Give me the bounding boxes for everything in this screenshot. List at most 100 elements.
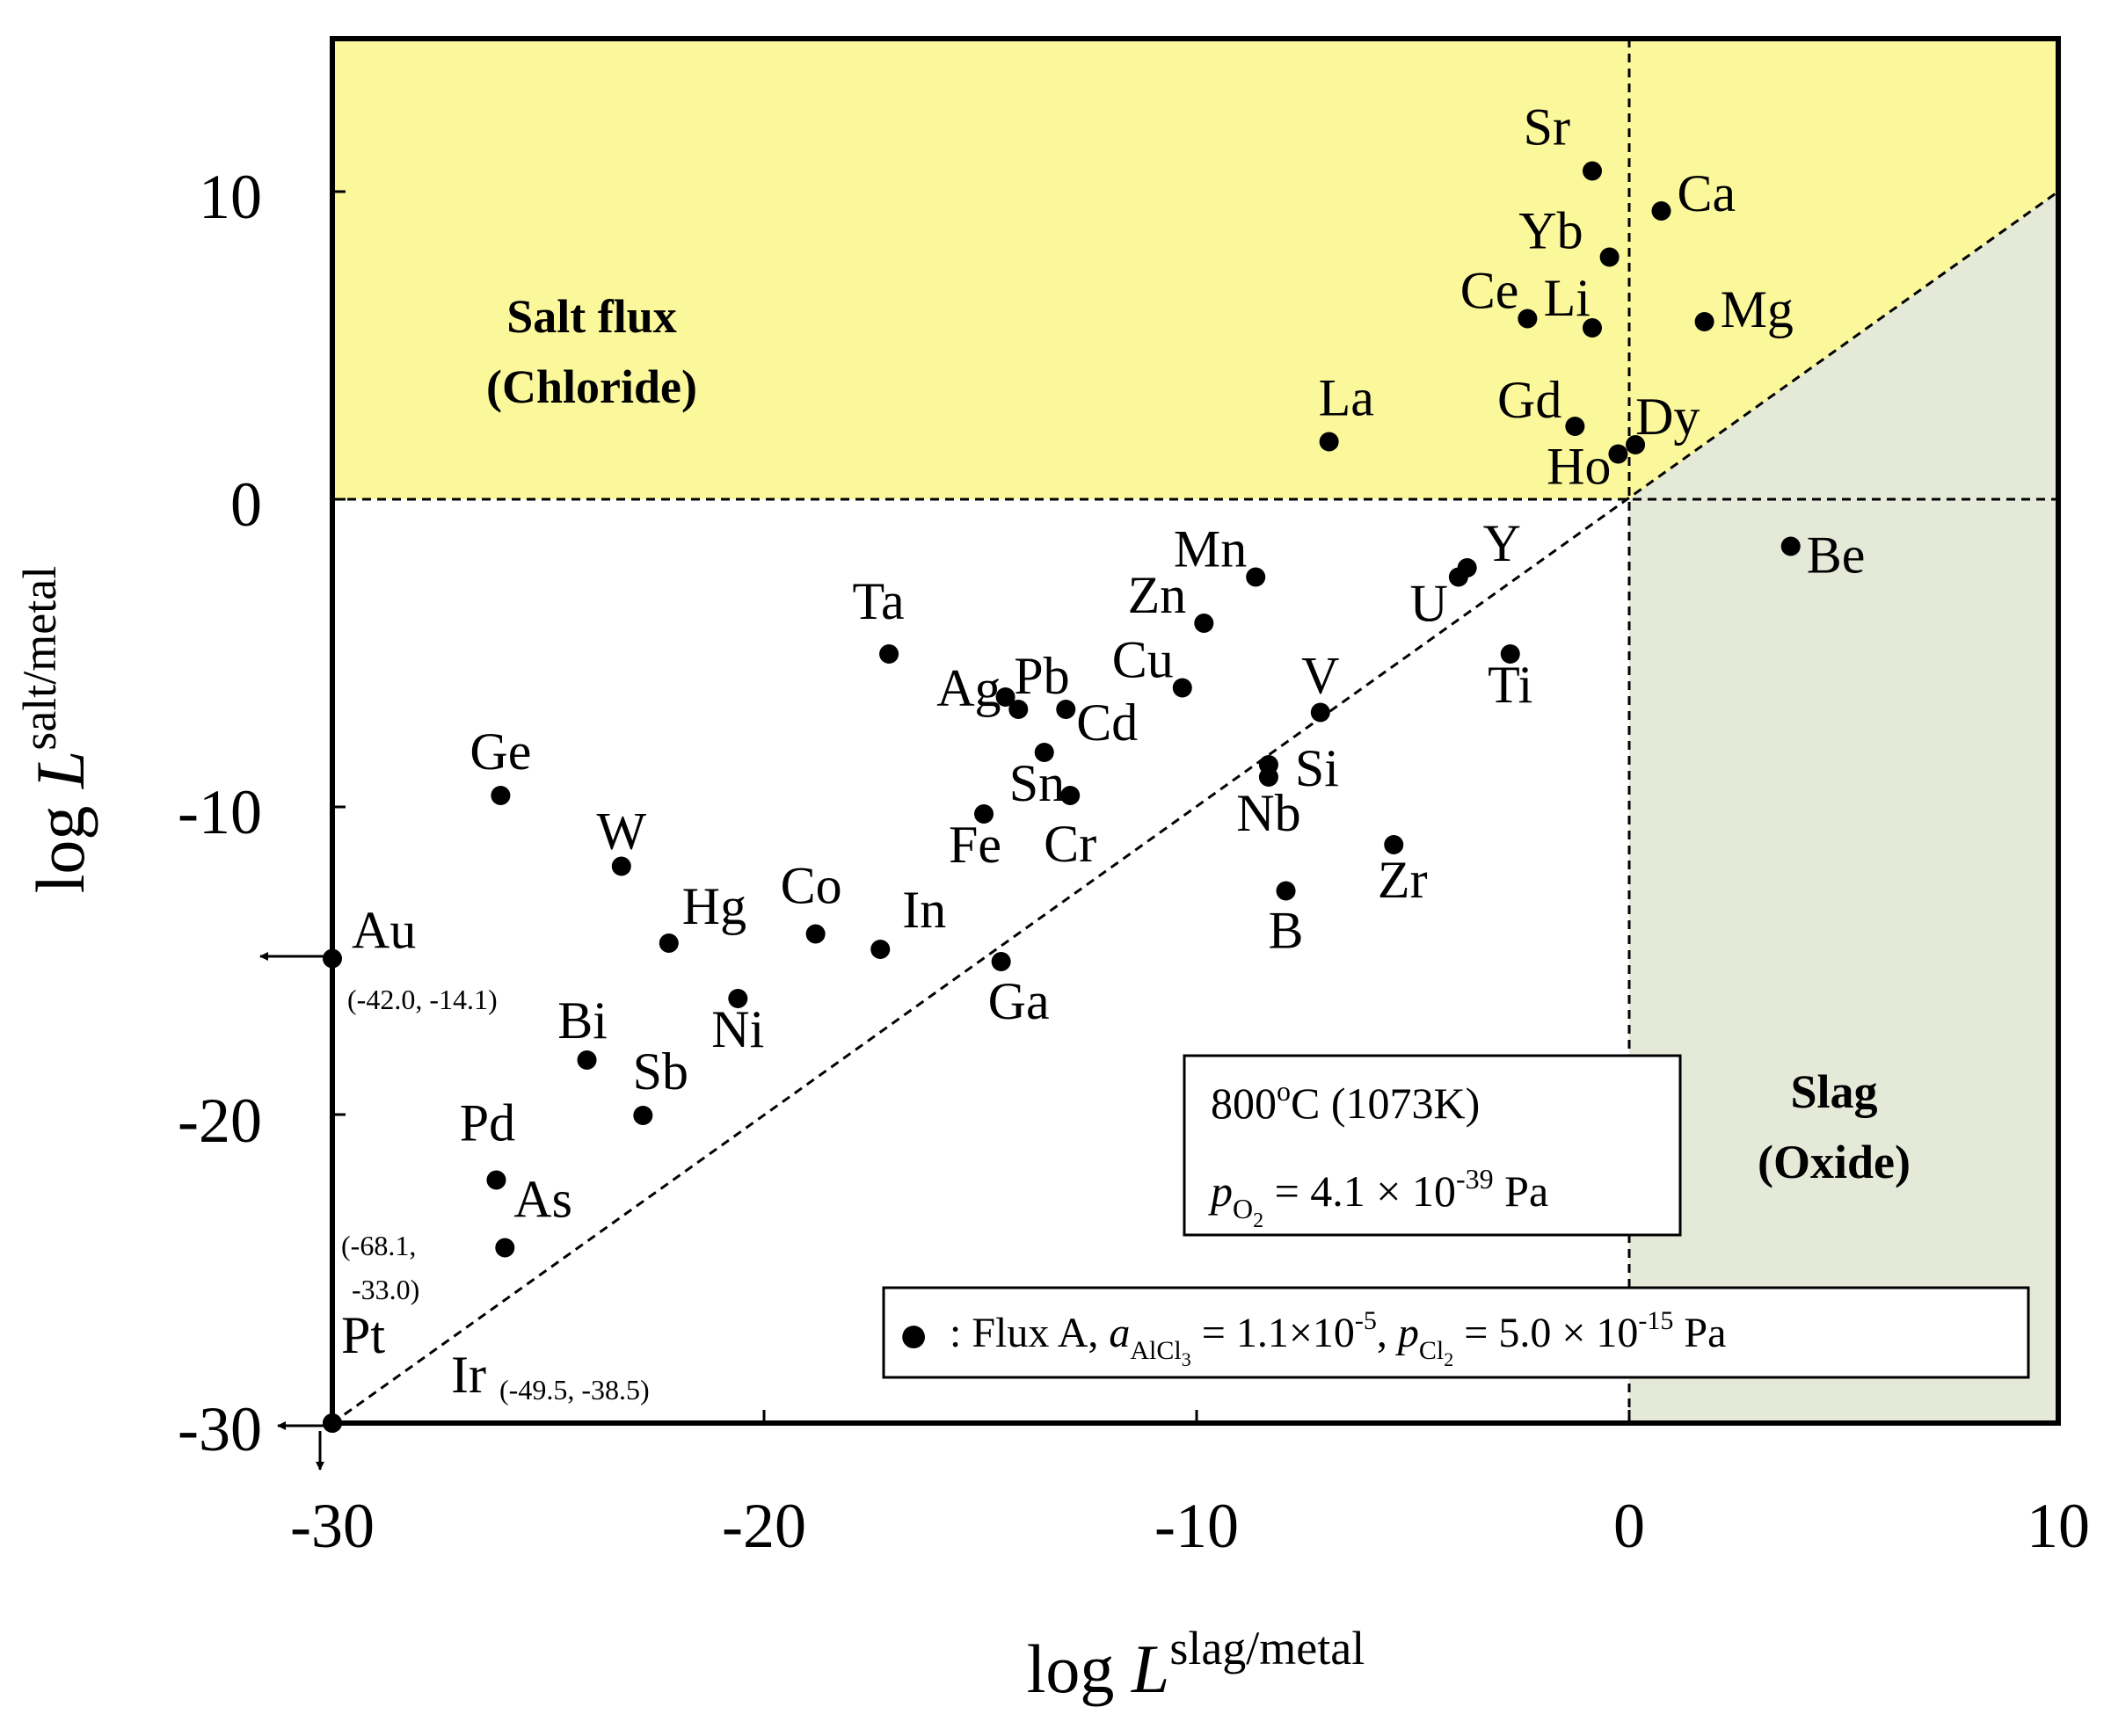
x-tick-label: -10 <box>1154 1491 1239 1561</box>
data-label-ta: Ta <box>853 572 905 630</box>
data-point-bi <box>577 1050 597 1070</box>
data-label-ga: Ga <box>988 972 1050 1030</box>
x-tick-label: 10 <box>2027 1491 2090 1561</box>
data-point-ta <box>879 644 899 664</box>
data-point-li <box>1582 318 1602 338</box>
data-point-cd <box>1056 700 1076 719</box>
data-label-cr: Cr <box>1044 815 1096 873</box>
data-label-ge: Ge <box>470 723 531 781</box>
data-point-dy <box>1626 435 1646 454</box>
data-point-cu <box>1172 678 1192 698</box>
data-label-la: La <box>1319 369 1374 427</box>
data-label-ir: Ir <box>451 1346 486 1404</box>
data-label-hg: Hg <box>682 877 746 935</box>
data-label-b: B <box>1269 902 1304 960</box>
slag-label: Slag <box>1790 1065 1877 1118</box>
data-point-sn <box>1034 743 1054 762</box>
data-point-au <box>323 948 342 969</box>
au-offscale-note: (-42.0, -14.1) <box>347 984 498 1015</box>
data-point-ir <box>323 1413 342 1433</box>
data-label-sr: Sr <box>1524 98 1570 156</box>
data-point-ce <box>1518 309 1538 329</box>
pt-offscale-note-line1: (-68.1, <box>341 1230 416 1261</box>
data-label-be: Be <box>1807 527 1866 585</box>
ir-offscale-note: (-49.5, -38.5) <box>499 1374 650 1406</box>
data-label-sb: Sb <box>633 1042 688 1100</box>
data-label-gd: Gd <box>1497 371 1561 429</box>
data-label-in: In <box>902 881 946 939</box>
x-tick-label: -20 <box>722 1491 806 1561</box>
data-point-sb <box>633 1106 653 1125</box>
data-label-ni: Ni <box>711 1000 764 1058</box>
y-tick-label: 10 <box>199 162 262 232</box>
x-tick-label: 0 <box>1613 1491 1645 1561</box>
x-axis-title: log Lslag/metal <box>1027 1622 1365 1707</box>
data-point-b <box>1276 881 1296 901</box>
legend-marker: ● <box>898 1305 929 1363</box>
data-point-zn <box>1194 614 1214 633</box>
data-point-zr <box>1384 835 1404 854</box>
x-tick-label: -30 <box>290 1491 375 1561</box>
data-point-cr <box>1060 786 1081 805</box>
data-label-ca: Ca <box>1678 164 1736 222</box>
data-point-co <box>805 924 826 944</box>
y-ticks <box>332 190 346 1425</box>
data-point-si <box>1258 767 1278 787</box>
y-tick-label: -30 <box>178 1394 262 1464</box>
data-point-la <box>1319 432 1339 452</box>
data-label-yb: Yb <box>1518 202 1583 260</box>
temperature-label: 800oC (1073K) <box>1211 1075 1480 1128</box>
data-point-gd <box>1565 417 1585 436</box>
data-label-fe: Fe <box>949 816 1001 874</box>
salt-flux-label: Salt flux <box>506 290 677 343</box>
data-label-ho: Ho <box>1547 438 1611 496</box>
data-label-pt: Pt <box>341 1306 385 1364</box>
x-ticks <box>331 1410 2060 1423</box>
y-tick-label: -20 <box>178 1086 262 1156</box>
data-label-dy: Dy <box>1635 388 1700 446</box>
legend-text: : Flux A, aAlCl3 = 1.1×10-5, pCl2 = 5.0 … <box>950 1306 1726 1370</box>
data-point-fe <box>974 804 994 824</box>
data-point-u <box>1448 567 1468 587</box>
data-label-mn: Mn <box>1174 520 1247 578</box>
data-label-as: As <box>513 1171 572 1229</box>
data-label-ti: Ti <box>1488 656 1532 714</box>
data-label-au: Au <box>352 902 416 960</box>
data-point-mn <box>1246 567 1266 587</box>
data-point-pd <box>486 1170 506 1190</box>
data-label-pd: Pd <box>460 1094 515 1152</box>
data-label-pb: Pb <box>1014 647 1069 705</box>
data-label-co: Co <box>781 857 842 915</box>
data-label-li: Li <box>1544 269 1591 327</box>
data-label-mg: Mg <box>1721 280 1794 338</box>
data-point-ca <box>1651 201 1671 221</box>
data-point-ti <box>1500 644 1520 664</box>
data-label-y: Y <box>1483 514 1521 572</box>
data-point-pb <box>1008 700 1029 719</box>
data-point-v <box>1310 702 1330 723</box>
conditions-box: 800oC (1073K) pO2 = 4.1 × 10-39 Pa <box>1183 1054 1682 1237</box>
data-point-w <box>611 856 631 876</box>
data-label-zr: Zr <box>1378 851 1428 909</box>
data-label-bi: Bi <box>557 991 608 1050</box>
diagonal-equal-line <box>331 190 2059 1425</box>
data-label-w: W <box>596 803 646 861</box>
legend: ● : Flux A, aAlCl3 = 1.1×10-5, pCl2 = 5.… <box>882 1286 2030 1379</box>
y-axis-title: log Lsalt/metal <box>13 566 98 894</box>
slag-sublabel: (Oxide) <box>1758 1136 1911 1188</box>
data-label-si: Si <box>1295 739 1339 797</box>
data-label-v: V <box>1301 647 1339 705</box>
data-label-cu: Cu <box>1112 631 1174 689</box>
data-point-ni <box>728 989 748 1008</box>
data-label-cd: Cd <box>1076 694 1138 752</box>
data-point-ga <box>991 952 1011 971</box>
data-point-ge <box>491 786 511 805</box>
oxygen-pressure-label: pO2 = 4.1 × 10-39 Pa <box>1208 1163 1548 1232</box>
data-point-as <box>495 1238 515 1258</box>
data-point-ag <box>995 687 1015 707</box>
pt-offscale-note-line2: -33.0) <box>352 1274 419 1305</box>
data-point-yb <box>1599 247 1620 267</box>
y-tick-label: 0 <box>230 469 262 540</box>
data-label-zn: Zn <box>1128 566 1187 624</box>
data-point-be <box>1780 536 1801 556</box>
